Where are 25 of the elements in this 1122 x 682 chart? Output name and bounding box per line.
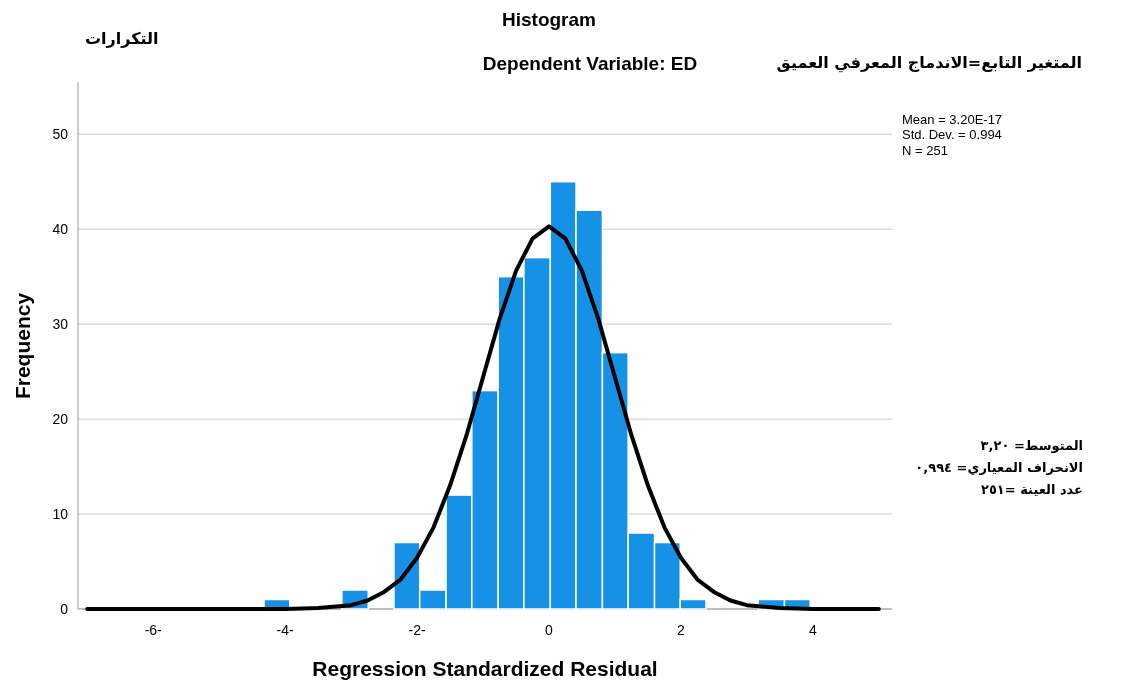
y-tick-label: 10 bbox=[52, 506, 69, 523]
x-tick-label: 0 bbox=[545, 622, 554, 638]
x-tick-label: 2 bbox=[677, 622, 686, 638]
x-axis-title: Regression Standardized Residual bbox=[312, 657, 658, 680]
text: المتوسط= ٣,٢٠ bbox=[980, 438, 1083, 453]
text: N = 251 bbox=[902, 143, 948, 158]
text: التكرارات bbox=[85, 29, 159, 48]
y-axis-title: Frequency bbox=[11, 292, 34, 400]
y-tick-label: 30 bbox=[52, 316, 69, 333]
y-tick-label: 0 bbox=[60, 601, 69, 617]
text: Mean = 3.20E-17 bbox=[902, 112, 1003, 127]
text: عدد العينة =٢٥١ bbox=[981, 482, 1083, 497]
x-tick-label: -6- bbox=[144, 622, 163, 638]
chart-subtitle: Dependent Variable: ED bbox=[482, 53, 698, 74]
x-tick-label: 4 bbox=[808, 622, 817, 638]
text: الانحراف المعياري= ٠,٩٩٤ bbox=[915, 460, 1083, 475]
y-tick-label: 50 bbox=[52, 126, 69, 143]
x-tick-label: -2- bbox=[408, 622, 426, 638]
text: Std. Dev. = 0.994 bbox=[902, 127, 1002, 142]
text: المتغير التابع=الاندماج المعرفي العميق bbox=[776, 53, 1082, 73]
y-tick-label: 20 bbox=[52, 411, 69, 428]
y-tick-label: 40 bbox=[52, 221, 69, 238]
x-tick-label: -4- bbox=[276, 622, 295, 638]
line-series bbox=[85, 224, 881, 611]
chart-title: Histogram bbox=[502, 9, 596, 30]
